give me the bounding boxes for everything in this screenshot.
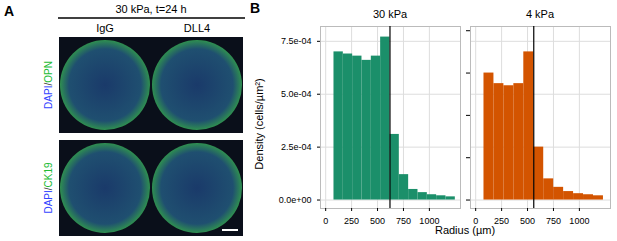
html-text:Radius (µm): Radius (µm) — [434, 224, 496, 236]
svg-text:0: 0 — [473, 215, 479, 226]
svg-text:A: A — [4, 3, 14, 19]
svg-text:IgG: IgG — [96, 22, 114, 34]
svg-text:5.0e-04: 5.0e-04 — [281, 89, 312, 99]
html-text:4 kPa: 4 kPa — [525, 8, 555, 20]
svg-text:1000: 1000 — [419, 215, 440, 226]
svg-text:250: 250 — [344, 216, 359, 226]
svg-text:2.5e-04: 2.5e-04 — [281, 142, 312, 152]
svg-text:750: 750 — [546, 216, 561, 226]
svg-text:500: 500 — [520, 216, 535, 226]
svg-text:0.0e+00: 0.0e+00 — [279, 195, 312, 205]
svg-text:30 kPa, t=24 h: 30 kPa, t=24 h — [115, 3, 186, 15]
svg-text:DAPI/CK19: DAPI/CK19 — [43, 162, 54, 214]
html-text:30 kPa: 30 kPa — [372, 8, 408, 20]
html-text:B: B — [250, 0, 261, 16]
svg-text:DLL4: DLL4 — [184, 22, 210, 34]
svg-text:750: 750 — [396, 216, 411, 226]
svg-text:1000: 1000 — [569, 216, 589, 226]
svg-text:250: 250 — [494, 216, 509, 226]
html-text:Density (cells/µm²): Density (cells/µm²) — [253, 78, 265, 170]
svg-text:0: 0 — [323, 216, 328, 226]
svg-text:500: 500 — [370, 216, 385, 226]
svg-text:DAPI/OPN: DAPI/OPN — [43, 61, 54, 109]
svg-text:7.5e-04: 7.5e-04 — [281, 36, 312, 46]
